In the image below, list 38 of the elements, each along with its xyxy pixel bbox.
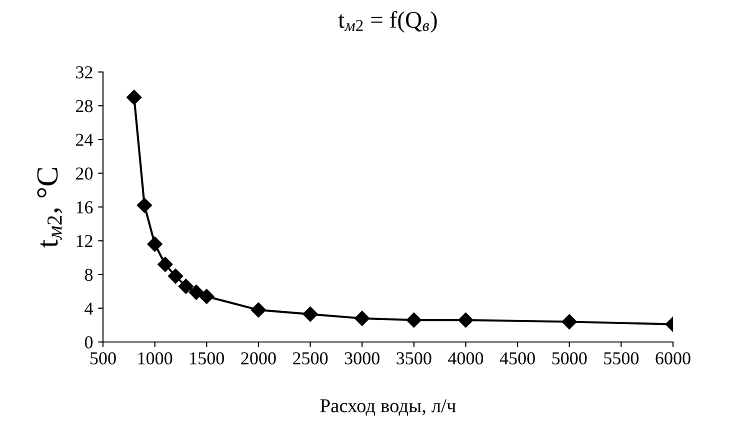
point bbox=[126, 90, 142, 105]
x-tick-label: 2500 bbox=[293, 352, 328, 364]
y-tick-label: 16 bbox=[76, 201, 93, 214]
y-tick-label: 24 bbox=[76, 134, 93, 146]
y-axis-title: t$_{м2}$, °C bbox=[37, 168, 62, 248]
point bbox=[562, 314, 577, 330]
point bbox=[406, 312, 422, 328]
x-tick-label: 5500 bbox=[604, 352, 639, 364]
point bbox=[250, 302, 266, 318]
y-tick-label: 8 bbox=[84, 268, 93, 281]
point bbox=[458, 312, 474, 328]
x-tick-label: 500 bbox=[90, 352, 116, 364]
x-axis-title: Расход воды, л/ч bbox=[320, 399, 456, 416]
y-tick-label: 28 bbox=[76, 100, 93, 112]
point bbox=[158, 256, 173, 272]
x-tick-label: 2000 bbox=[241, 352, 276, 364]
point bbox=[147, 236, 162, 252]
point bbox=[188, 284, 204, 300]
point bbox=[199, 288, 214, 304]
chart-title: t$_{м2}$ = f(Q$_{в}$) bbox=[338, 11, 437, 33]
x-tick-label: 3000 bbox=[344, 352, 380, 364]
x-tick-label: 4000 bbox=[448, 352, 484, 364]
point bbox=[168, 268, 184, 284]
point bbox=[136, 198, 152, 213]
point bbox=[354, 310, 370, 326]
x-tick-label: 1500 bbox=[190, 352, 224, 364]
y-tick-label: 0 bbox=[84, 336, 93, 348]
y-tick-label: 12 bbox=[76, 235, 92, 248]
point bbox=[178, 278, 194, 294]
x-tick-label: 1000 bbox=[138, 352, 172, 364]
x-tick-label: 5000 bbox=[552, 352, 587, 364]
point bbox=[302, 306, 318, 322]
x-tick-label: 6000 bbox=[656, 352, 690, 364]
y-tick-label: 20 bbox=[76, 168, 93, 180]
x-tick-label: 3500 bbox=[396, 352, 432, 364]
x-tick-label: 4500 bbox=[500, 352, 535, 364]
y-tick-label: 4 bbox=[84, 302, 93, 315]
y-tick-label: 32 bbox=[76, 66, 92, 78]
